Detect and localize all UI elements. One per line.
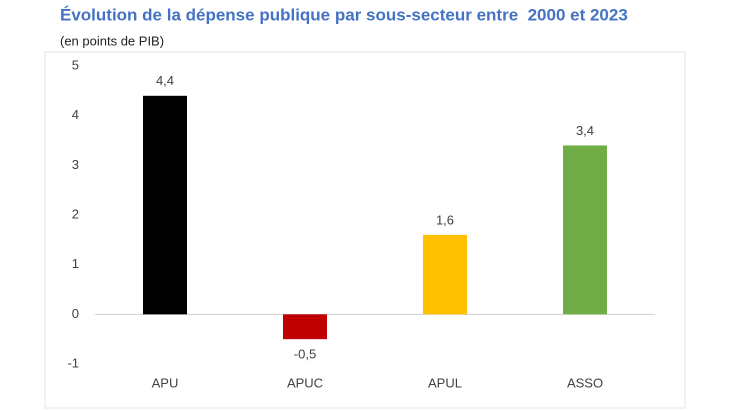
bar	[143, 95, 187, 315]
value-label: -0,5	[294, 347, 316, 362]
y-tick-label: 0	[72, 306, 79, 321]
y-tick-label: 3	[72, 157, 79, 172]
bar	[283, 314, 327, 340]
chart-frame	[44, 51, 686, 409]
bar	[423, 234, 467, 315]
y-tick-label: -1	[67, 355, 79, 370]
y-tick-label: 1	[72, 256, 79, 271]
value-label: 4,4	[156, 73, 174, 88]
bar	[563, 145, 607, 315]
y-tick-label: 5	[72, 57, 79, 72]
chart-subtitle: (en points de PIB)	[60, 33, 164, 48]
chart-title: Évolution de la dépense publique par sou…	[60, 5, 628, 24]
x-tick-label: APUC	[287, 375, 323, 390]
y-tick-label: 4	[72, 107, 79, 122]
x-tick-label: APUL	[428, 375, 462, 390]
x-tick-label: APU	[152, 375, 179, 390]
value-label: 3,4	[576, 123, 594, 138]
value-label: 1,6	[436, 212, 454, 227]
x-tick-label: ASSO	[567, 375, 603, 390]
y-tick-label: 2	[72, 206, 79, 221]
